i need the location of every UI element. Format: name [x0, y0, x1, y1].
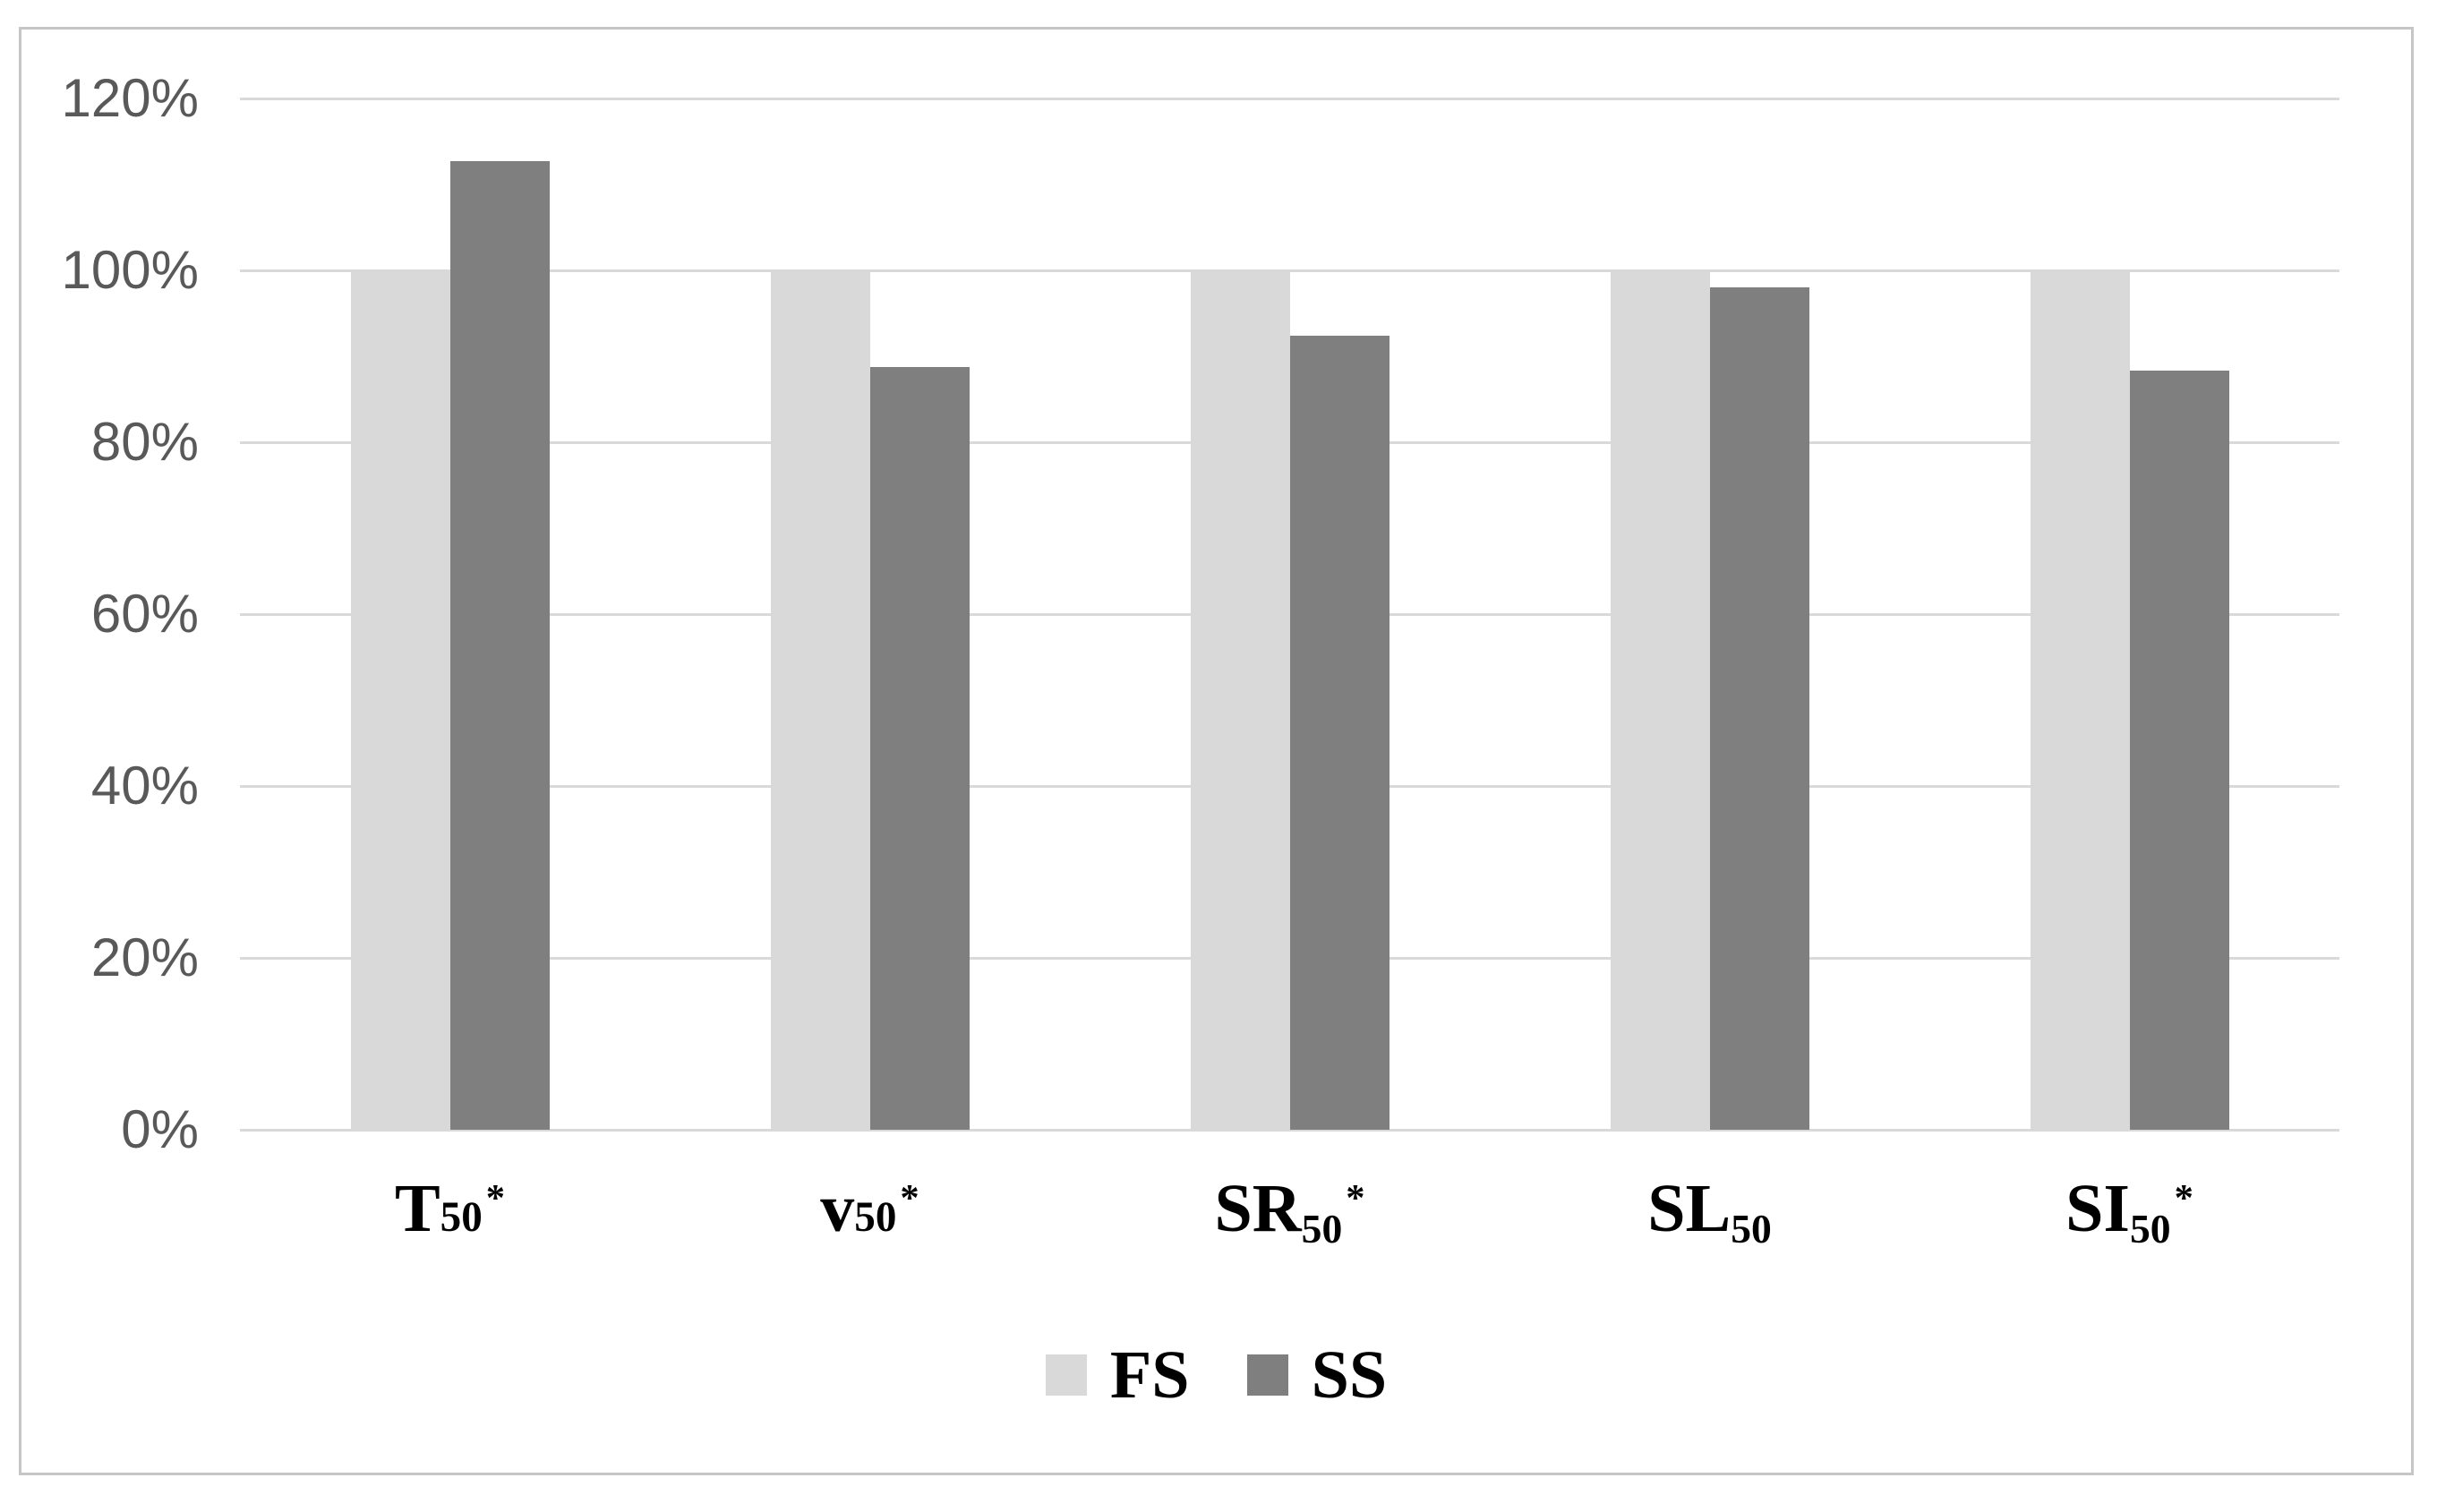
plot-area: [240, 98, 2339, 1132]
legend-swatch-fs: [1045, 1354, 1087, 1396]
x-label-base: SR: [1214, 1171, 1302, 1246]
bar-fs-SL50: [1610, 270, 1710, 1130]
bar-group-SI50: [1920, 98, 2339, 1130]
legend: FS SS: [21, 1341, 2411, 1409]
y-tick-label: 80%: [90, 412, 199, 472]
y-tick-label: 100%: [61, 240, 199, 300]
x-label-subscript: 50: [1731, 1205, 1772, 1251]
legend-label-ss: SS: [1311, 1337, 1388, 1413]
x-label-base: v: [820, 1171, 855, 1246]
gridline: [240, 1129, 2339, 1132]
x-label-subscript: 50: [440, 1194, 483, 1241]
bar-ss-v50: [869, 367, 970, 1130]
significance-asterisk: *: [485, 1176, 506, 1219]
chart-frame: 120% 100% 80% 60% 40% 20% 0% T50* v50* SR50* SL50…: [19, 27, 2414, 1475]
bar-ss-SR50: [1289, 335, 1390, 1130]
legend-item-ss: SS: [1246, 1337, 1388, 1413]
bar-ss-SL50: [1709, 287, 1809, 1130]
legend-swatch-ss: [1246, 1354, 1288, 1396]
significance-asterisk: *: [1346, 1176, 1365, 1219]
x-axis-label-SL50: SL50: [1500, 1168, 1920, 1253]
significance-asterisk: *: [900, 1176, 919, 1219]
bar-fs-v50: [770, 270, 870, 1130]
x-label-subscript: 50: [1301, 1205, 1343, 1251]
x-label-base: SL: [1647, 1171, 1732, 1246]
x-label-base: T: [394, 1171, 440, 1246]
bar-group-T50: [240, 98, 660, 1130]
x-axis-label-T50: T50*: [240, 1168, 660, 1253]
bar-group-v50: [660, 98, 1080, 1130]
bar-fs-SR50: [1190, 270, 1290, 1130]
y-tick-label: 60%: [90, 584, 199, 644]
bar-group-SL50: [1500, 98, 1920, 1130]
y-tick-label: 120%: [61, 68, 199, 128]
y-tick-label: 0%: [121, 1099, 199, 1159]
legend-item-fs: FS: [1045, 1337, 1190, 1413]
bar-fs-T50: [350, 270, 450, 1130]
legend-label-fs: FS: [1109, 1337, 1190, 1413]
y-tick-label: 20%: [90, 927, 199, 987]
x-axis-label-SR50: SR50*: [1080, 1168, 1500, 1253]
gridline: [240, 98, 2339, 100]
bar-fs-SI50: [2030, 270, 2130, 1130]
x-axis-label-v50: v50*: [660, 1168, 1080, 1253]
bar-groups: [240, 98, 2339, 1130]
x-label-subscript: 50: [854, 1194, 897, 1241]
bar-group-SR50: [1080, 98, 1500, 1130]
y-tick-label: 40%: [90, 756, 199, 816]
gridline: [240, 269, 2339, 272]
x-label-subscript: 50: [2129, 1205, 2171, 1251]
bar-ss-SI50: [2129, 371, 2229, 1130]
x-axis-labels: T50* v50* SR50* SL50 SI50*: [240, 1168, 2339, 1253]
significance-asterisk: *: [2174, 1176, 2193, 1219]
x-label-base: SI: [2065, 1171, 2130, 1246]
x-axis-label-SI50: SI50*: [1920, 1168, 2339, 1253]
bar-ss-T50: [449, 161, 550, 1130]
